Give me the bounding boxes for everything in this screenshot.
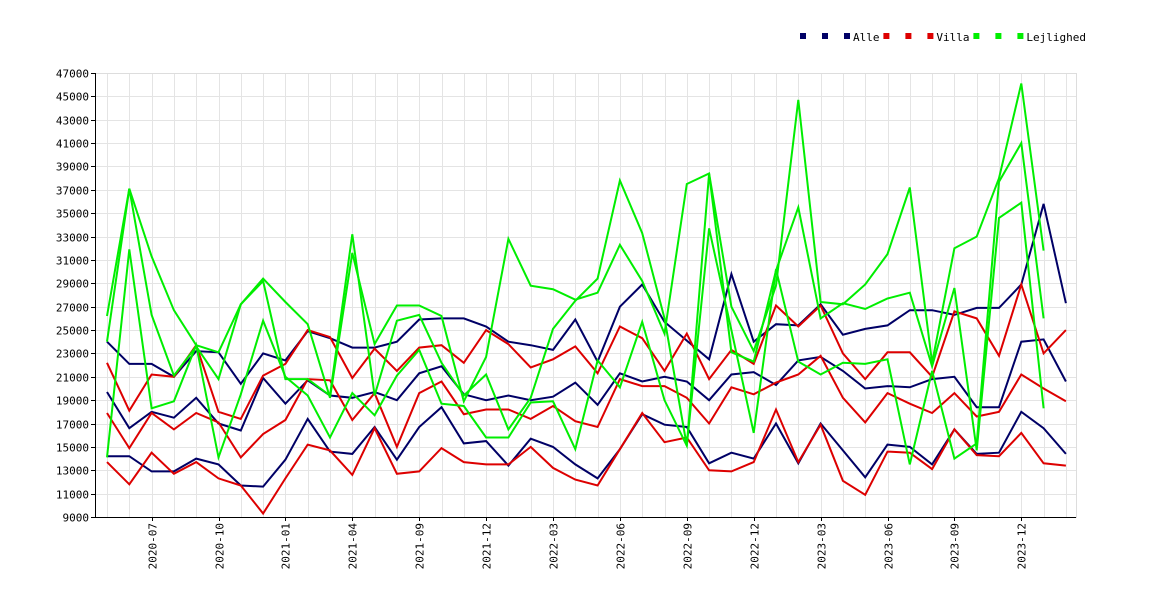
legend-marker: [995, 33, 1002, 39]
x-tick-label: 2023-12: [1016, 523, 1029, 569]
plot-frame: [95, 73, 1077, 518]
x-tick-label: 2021-04: [347, 523, 360, 570]
legend-marker: [822, 33, 828, 39]
y-tick-label: 39000: [56, 161, 89, 174]
series-line-villa: [106, 354, 1067, 460]
x-tick-label: 2021-12: [481, 523, 494, 569]
x-tick-label: 2023-06: [883, 523, 896, 569]
y-tick-label: 45000: [56, 91, 89, 104]
series-line-alle: [106, 203, 1067, 386]
series-line-lejlighed: [106, 173, 1045, 451]
x-axis: 2020-07 2020-10 2021-01 2021-04 2021-09 2021-…: [147, 517, 1029, 569]
y-tick-label: 31000: [56, 255, 89, 268]
x-tick-label: 2020-07: [147, 523, 160, 569]
x-tick-label: 2022-03: [548, 523, 561, 569]
y-tick-label: 25000: [56, 325, 89, 338]
y-tick-label: 33000: [56, 232, 89, 245]
y-tick-label: 17000: [56, 419, 89, 432]
series-line-lejlighed: [106, 140, 1045, 465]
series-line-villa: [106, 406, 1067, 516]
legend-label: Villa: [936, 31, 969, 44]
y-tick-label: 41000: [56, 138, 89, 151]
legend: Alle Villa Lejlighed: [800, 31, 1086, 44]
y-axis: 9000 11000 13000 15000 17000 19000 21000 23000 2…: [56, 68, 95, 525]
legend-label: Lejlighed: [1026, 31, 1086, 44]
x-tick-label: 2023-03: [816, 523, 829, 569]
y-tick-label: 15000: [56, 442, 89, 455]
x-tick-label: 2023-09: [949, 523, 962, 569]
y-tick-label: 29000: [56, 278, 89, 291]
x-tick-label: 2022-09: [682, 523, 695, 569]
y-tick-label: 13000: [56, 465, 89, 478]
y-tick-label: 23000: [56, 348, 89, 361]
data-series: [106, 83, 1067, 516]
series-line-alle: [106, 338, 1067, 432]
y-tick-label: 21000: [56, 372, 89, 385]
x-tick-label: 2022-06: [615, 523, 628, 569]
legend-marker: [883, 33, 890, 39]
series-line-villa: [106, 281, 1067, 421]
y-tick-label: 19000: [56, 395, 89, 408]
legend-marker: [844, 33, 850, 39]
y-tick-label: 35000: [56, 208, 89, 221]
legend-marker: [905, 33, 912, 39]
y-tick-label: 37000: [56, 185, 89, 198]
x-tick-label: 2021-09: [414, 523, 427, 569]
y-tick-label: 9000: [63, 512, 90, 525]
x-tick-label: 2021-01: [280, 523, 293, 569]
y-tick-label: 47000: [56, 68, 89, 81]
x-tick-label: 2020-10: [214, 523, 227, 569]
y-tick-label: 43000: [56, 115, 89, 128]
legend-marker: [927, 33, 934, 39]
legend-marker: [800, 33, 806, 39]
x-tick-label: 2022-12: [749, 523, 762, 569]
y-tick-label: 27000: [56, 302, 89, 315]
legend-marker: [973, 33, 980, 39]
grid-lines: [95, 73, 1076, 518]
legend-marker: [1017, 33, 1024, 39]
y-tick-label: 11000: [56, 489, 89, 502]
legend-label: Alle: [853, 31, 880, 44]
